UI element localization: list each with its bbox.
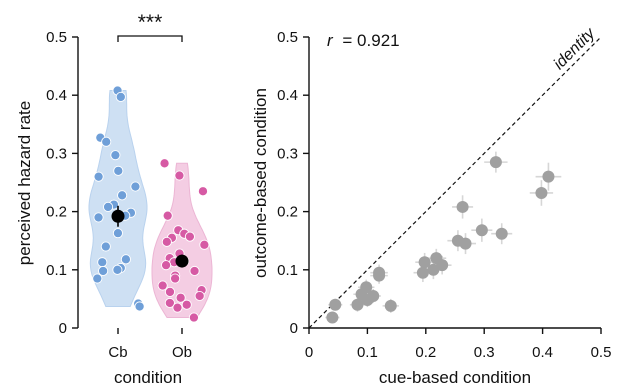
- data-point: [93, 171, 104, 182]
- data-point: [113, 165, 124, 176]
- scatter-point: [456, 200, 469, 213]
- violin-y-tick-label: 0: [59, 320, 67, 337]
- data-point: [120, 254, 131, 265]
- scatter-point: [535, 186, 548, 199]
- violin-y-label: perceived hazard rate: [15, 101, 34, 265]
- scatter-y-tick-label: 0.3: [277, 145, 298, 162]
- scatter-y-tick-label: 0.4: [277, 87, 298, 104]
- identity-line: [308, 36, 602, 329]
- correlation-annotation: r = 0.921: [327, 31, 400, 50]
- scatter-point: [329, 298, 342, 311]
- data-point: [161, 236, 172, 247]
- data-point: [188, 312, 199, 323]
- mean-marker: [175, 254, 189, 268]
- cb-points: [92, 85, 145, 312]
- data-point: [130, 181, 141, 192]
- scatter-point: [459, 237, 472, 250]
- violin-y-tick-label: 0.5: [46, 29, 67, 46]
- scatter-x-tick-label: 0.2: [415, 344, 436, 361]
- violin-y-tick-label: 0.2: [46, 204, 67, 221]
- scatter-y-tick-label: 0.5: [277, 29, 298, 46]
- data-point: [174, 170, 185, 181]
- data-point: [101, 136, 112, 147]
- data-point: [164, 286, 176, 297]
- data-point: [175, 292, 186, 303]
- data-point: [197, 186, 209, 197]
- scatter-point: [495, 227, 508, 240]
- scatter-y-tick-label: 0.1: [277, 262, 298, 279]
- data-point: [181, 299, 192, 310]
- data-point: [92, 273, 103, 284]
- data-point: [194, 290, 205, 302]
- data-point: [161, 260, 172, 271]
- scatter-point: [373, 266, 386, 279]
- violin-x-label: condition: [114, 368, 182, 387]
- scatter-point: [367, 289, 380, 302]
- data-point: [172, 302, 183, 313]
- scatter-point: [416, 266, 429, 279]
- scatter-x-tick-label: 0.3: [474, 344, 495, 361]
- scatter-y-tick-label: 0.2: [277, 204, 298, 221]
- scatter-panel: identity 00.10.20.30.40.5 0 0.1 0.2 0.3 0.4 0…: [251, 24, 611, 387]
- correlation-symbol: r: [327, 31, 334, 50]
- scatter-x-ticks: 0 0.1 0.2 0.3 0.4 0.5: [305, 328, 612, 361]
- scatter-point: [384, 299, 397, 312]
- correlation-value: = 0.921: [342, 31, 399, 50]
- data-point: [115, 91, 126, 102]
- ob-points: [157, 158, 210, 323]
- scatter-x-label: cue-based condition: [379, 368, 531, 387]
- scatter-y-label: outcome-based condition: [251, 88, 270, 278]
- mean-markers: [111, 205, 189, 268]
- scatter-point: [542, 170, 555, 183]
- data-point: [110, 150, 121, 161]
- scatter-points: [326, 156, 555, 324]
- scatter-point: [475, 224, 488, 237]
- data-point: [159, 158, 170, 169]
- data-point: [112, 264, 123, 275]
- x-tick-label-ob: Ob: [172, 344, 192, 361]
- scatter-point: [326, 311, 339, 324]
- violin-y-ticks: 0 0.1 0.2 0.3 0.4 0.5: [46, 29, 78, 337]
- data-point: [103, 201, 114, 212]
- data-point: [157, 280, 168, 291]
- scatter-x-tick-label: 0.4: [532, 344, 553, 361]
- scatter-point: [351, 298, 364, 311]
- mean-marker: [111, 209, 125, 223]
- data-point: [97, 257, 108, 268]
- scatter-x-tick-label: 0.5: [591, 344, 612, 361]
- scatter-point: [418, 256, 431, 269]
- scatter-point: [436, 259, 449, 272]
- identity-label: identity: [551, 24, 600, 73]
- significance-stars: ***: [138, 11, 163, 34]
- scatter-point: [360, 281, 373, 294]
- data-point: [162, 210, 173, 221]
- data-point: [164, 297, 175, 309]
- violin-panel: 0 0.1 0.2 0.3 0.4 0.5 Cb Ob condition perceiv…: [15, 11, 213, 387]
- data-point: [117, 190, 128, 201]
- violin-y-tick-label: 0.3: [46, 145, 67, 162]
- violin-ob: [151, 162, 213, 318]
- data-point: [100, 241, 111, 252]
- data-point: [184, 231, 195, 242]
- x-tick-label-cb: Cb: [108, 344, 127, 361]
- violin-y-tick-label: 0.1: [46, 262, 67, 279]
- data-point: [98, 265, 109, 277]
- data-point: [199, 239, 210, 250]
- significance-bracket: [117, 35, 183, 42]
- data-point: [189, 265, 200, 277]
- violin-y-tick-label: 0.4: [46, 87, 67, 104]
- scatter-y-tick-label: 0: [290, 320, 298, 337]
- scatter-point: [489, 156, 502, 169]
- data-point: [93, 212, 104, 223]
- data-point: [134, 301, 145, 312]
- scatter-x-tick-label: 0.1: [357, 344, 378, 361]
- data-point: [170, 273, 181, 284]
- data-point: [112, 228, 123, 239]
- scatter-x-tick-label: 0: [305, 344, 313, 361]
- scatter-y-ticks: 0 0.1 0.2 0.3 0.4 0.5: [277, 29, 309, 337]
